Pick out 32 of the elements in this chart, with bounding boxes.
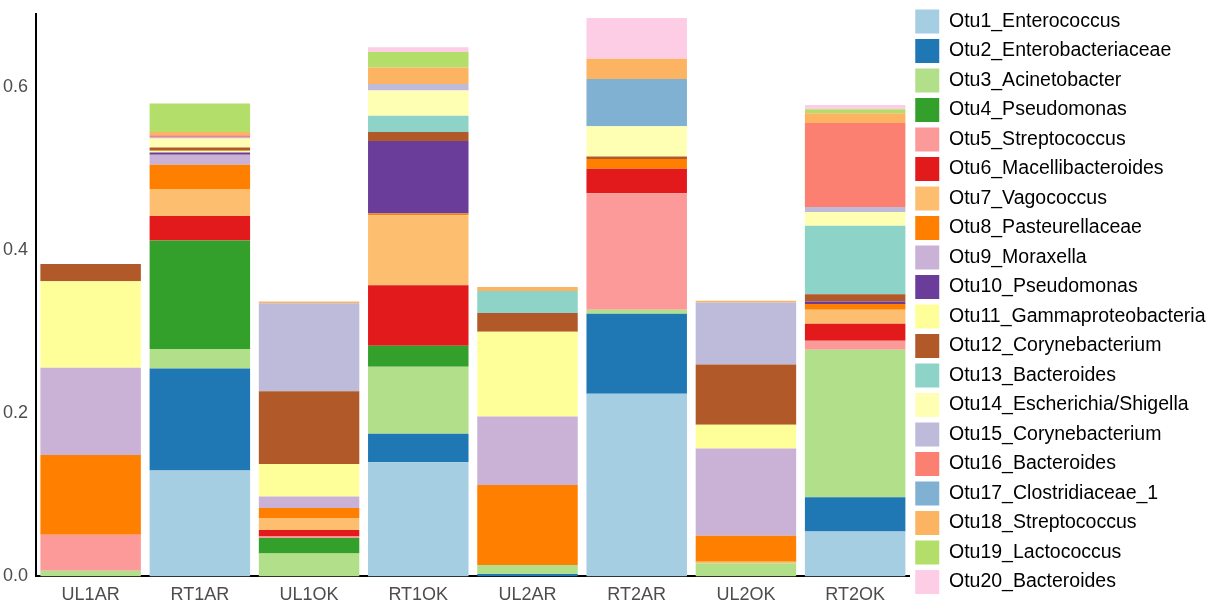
x-tick-label: RT2AR xyxy=(607,584,667,605)
x-tick-label: RT1AR xyxy=(170,584,230,605)
x-tick-label: UL1AR xyxy=(61,584,120,605)
y-tick-label: 0.6 xyxy=(2,76,29,97)
legend-label: Otu3_Acinetobacter xyxy=(949,67,1122,91)
legend-label: Otu12_Corynebacterium xyxy=(949,333,1162,357)
legend-label: Otu13_Bacteroides xyxy=(949,362,1117,386)
legend-label: Otu10_Pseudomonas xyxy=(949,274,1138,298)
legend-label: Otu11_Gammaproteobacteria xyxy=(949,303,1206,327)
legend-label: Otu2_Enterobacteriaceae xyxy=(949,38,1172,62)
legend-label: Otu14_Escherichia/Shigella xyxy=(949,392,1189,416)
x-tick-label: UL2OK xyxy=(716,584,776,605)
y-tick-label: 0.2 xyxy=(2,402,29,423)
legend-label: Otu18_Streptococcus xyxy=(949,510,1137,534)
legend-label: Otu5_Streptococcus xyxy=(949,126,1126,150)
legend-label: Otu8_Pasteurellaceae xyxy=(949,215,1142,239)
legend-label: Otu15_Corynebacterium xyxy=(949,421,1162,445)
y-tick-label: 0.0 xyxy=(2,565,29,586)
legend-label: Otu20_Bacteroides xyxy=(949,569,1117,593)
legend-label: Otu6_Macellibacteroides xyxy=(949,156,1164,180)
legend-label: Otu7_Vagococcus xyxy=(949,185,1108,209)
legend-label: Otu17_Clostridiaceae_1 xyxy=(949,480,1159,504)
legend-label: Otu4_Pseudomonas xyxy=(949,97,1128,121)
legend-label: Otu1_Enterococcus xyxy=(949,8,1121,32)
legend-label: Otu19_Lactococcus xyxy=(949,539,1122,563)
x-tick-label: UL1OK xyxy=(279,584,339,605)
y-tick-label: 0.4 xyxy=(2,239,29,260)
legend-label: Otu9_Moraxella xyxy=(949,244,1087,268)
legend-label: Otu16_Bacteroides xyxy=(949,451,1117,475)
x-tick-label: UL2AR xyxy=(498,584,557,605)
x-tick-label: RT2OK xyxy=(825,584,885,605)
x-tick-label: RT1OK xyxy=(388,584,449,605)
